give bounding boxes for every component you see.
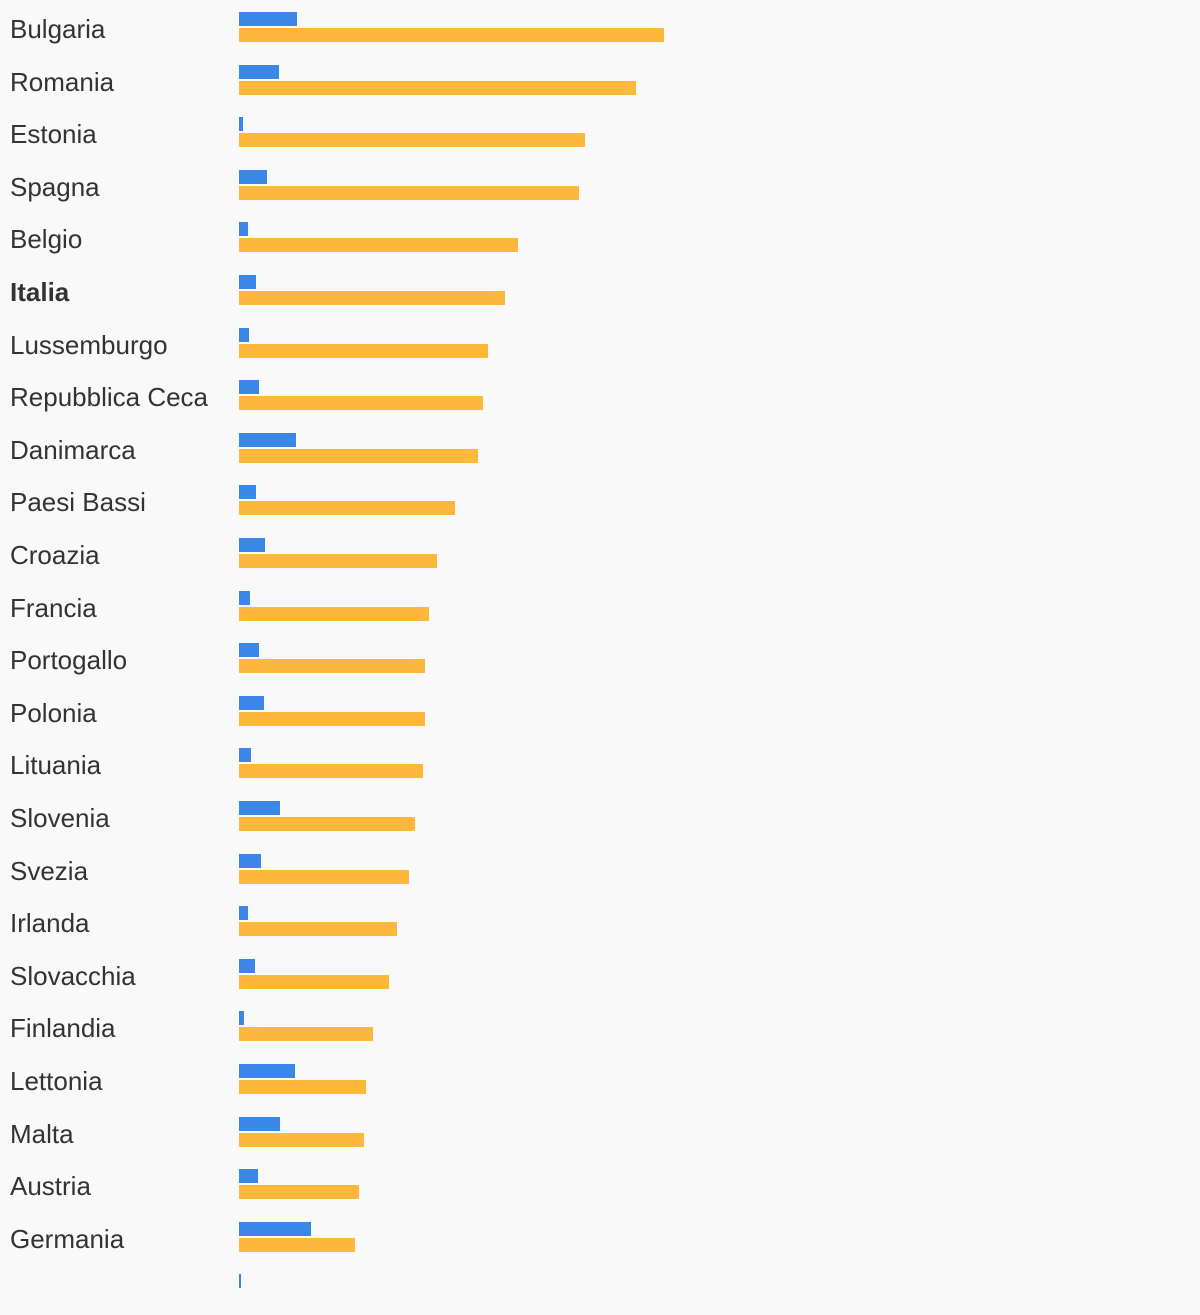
category-row: Germania	[0, 1210, 1200, 1263]
bar-series-2	[239, 396, 483, 411]
bar-series-2	[239, 1185, 359, 1200]
bar-series-1	[239, 117, 243, 132]
bar-series-2	[239, 659, 425, 674]
category-row: Malta	[0, 1105, 1200, 1158]
category-row: Bulgaria	[0, 0, 1200, 53]
bar-series-2	[239, 1080, 366, 1094]
bar-series-2	[239, 974, 389, 989]
category-row: Svezia	[0, 842, 1200, 895]
category-label: Francia	[10, 592, 97, 623]
bar-series-2	[239, 922, 397, 937]
bar-series-1	[239, 590, 250, 605]
category-label: Finlandia	[10, 1013, 116, 1044]
bar-series-1	[239, 275, 256, 289]
category-row: Italia	[0, 263, 1200, 316]
category-row: Portogallo	[0, 631, 1200, 684]
category-row: Lituania	[0, 736, 1200, 789]
category-label: Danimarca	[10, 434, 136, 465]
category-row: Slovacchia	[0, 947, 1200, 1000]
bar-series-1	[239, 958, 255, 973]
bar-series-1	[239, 1221, 311, 1236]
category-label: Paesi Bassi	[10, 487, 146, 518]
bar-series-1	[239, 801, 280, 815]
bar-series-2	[239, 133, 585, 148]
category-label: Lettonia	[10, 1066, 103, 1096]
bar-series-1	[239, 695, 264, 710]
category-label: Romania	[10, 66, 115, 97]
bar-series-1	[239, 643, 259, 658]
bar-series-1	[239, 485, 256, 500]
category-label: Polonia	[10, 697, 97, 728]
category-label: Germania	[10, 1223, 125, 1254]
bar-series-2	[239, 238, 518, 253]
bar-series-1	[239, 222, 248, 237]
bar-series-2	[239, 869, 409, 884]
category-row: Austria	[0, 1157, 1200, 1210]
category-label: Croazia	[10, 540, 100, 570]
bar-series-2	[239, 501, 455, 516]
category-row: Spagna	[0, 158, 1200, 211]
category-label: Slovacchia	[10, 960, 136, 991]
bar-series-2	[239, 1237, 355, 1252]
category-label: Belgio	[10, 224, 83, 255]
category-label: Irlanda	[10, 908, 90, 939]
category-row: Finlandia	[0, 999, 1200, 1052]
bar-series-1	[239, 432, 296, 447]
bar-series-2	[239, 448, 478, 463]
category-row: Francia	[0, 579, 1200, 632]
category-row: Croazia	[0, 526, 1200, 579]
bar-series-2	[239, 291, 505, 305]
category-label: Bulgaria	[10, 14, 106, 44]
category-label: Svezia	[10, 855, 89, 886]
category-label: Spagna	[10, 171, 100, 202]
category-row: Danimarca	[0, 421, 1200, 474]
category-label: Slovenia	[10, 803, 110, 833]
category-row: Slovenia	[0, 789, 1200, 842]
bar-series-2	[239, 80, 636, 95]
bar-series-2	[239, 711, 425, 726]
category-row: Paesi Bassi	[0, 473, 1200, 526]
bar-series-1	[239, 169, 267, 184]
bar-series-1	[239, 327, 249, 342]
category-label: Italia	[10, 277, 70, 307]
bar-series-1	[239, 748, 251, 763]
category-row: Irlanda	[0, 894, 1200, 947]
bar-series-1	[239, 538, 265, 552]
category-label: Lituania	[10, 750, 102, 781]
bar-series-2	[239, 343, 488, 358]
category-row: Romania	[0, 53, 1200, 106]
bar-series-2	[239, 554, 437, 568]
category-row: Repubblica Ceca	[0, 368, 1200, 421]
category-row: Lussemburgo	[0, 316, 1200, 369]
bar-series-1	[239, 1011, 244, 1026]
bar-series-2	[239, 28, 664, 42]
bar-series-2	[239, 1027, 373, 1042]
bar-series-1	[239, 380, 259, 395]
category-row: Belgio	[0, 210, 1200, 263]
category-label: Portogallo	[10, 645, 128, 676]
category-row: Polonia	[0, 684, 1200, 737]
bar-series-1	[239, 1169, 258, 1184]
bar-series-2	[239, 1132, 364, 1147]
bar-series-1	[239, 1064, 295, 1078]
bar-series-2	[239, 764, 423, 779]
bar-series-1	[239, 64, 279, 79]
category-label: Austria	[10, 1171, 91, 1202]
bar-series-2	[239, 606, 429, 621]
bar-series-1	[239, 853, 261, 868]
category-row: Estonia	[0, 105, 1200, 158]
category-label: Malta	[10, 1118, 74, 1149]
category-label: Estonia	[10, 119, 97, 150]
category-label: Repubblica Ceca	[10, 382, 209, 413]
category-row	[0, 1262, 1200, 1315]
bar-series-1	[239, 12, 297, 26]
bar-series-1	[239, 906, 248, 921]
bar-series-2	[239, 817, 415, 831]
bar-series-2	[239, 185, 579, 200]
category-label: Lussemburgo	[10, 329, 168, 360]
bar-series-1	[239, 1274, 241, 1289]
bar-series-1	[239, 1116, 280, 1131]
category-row: Lettonia	[0, 1052, 1200, 1105]
